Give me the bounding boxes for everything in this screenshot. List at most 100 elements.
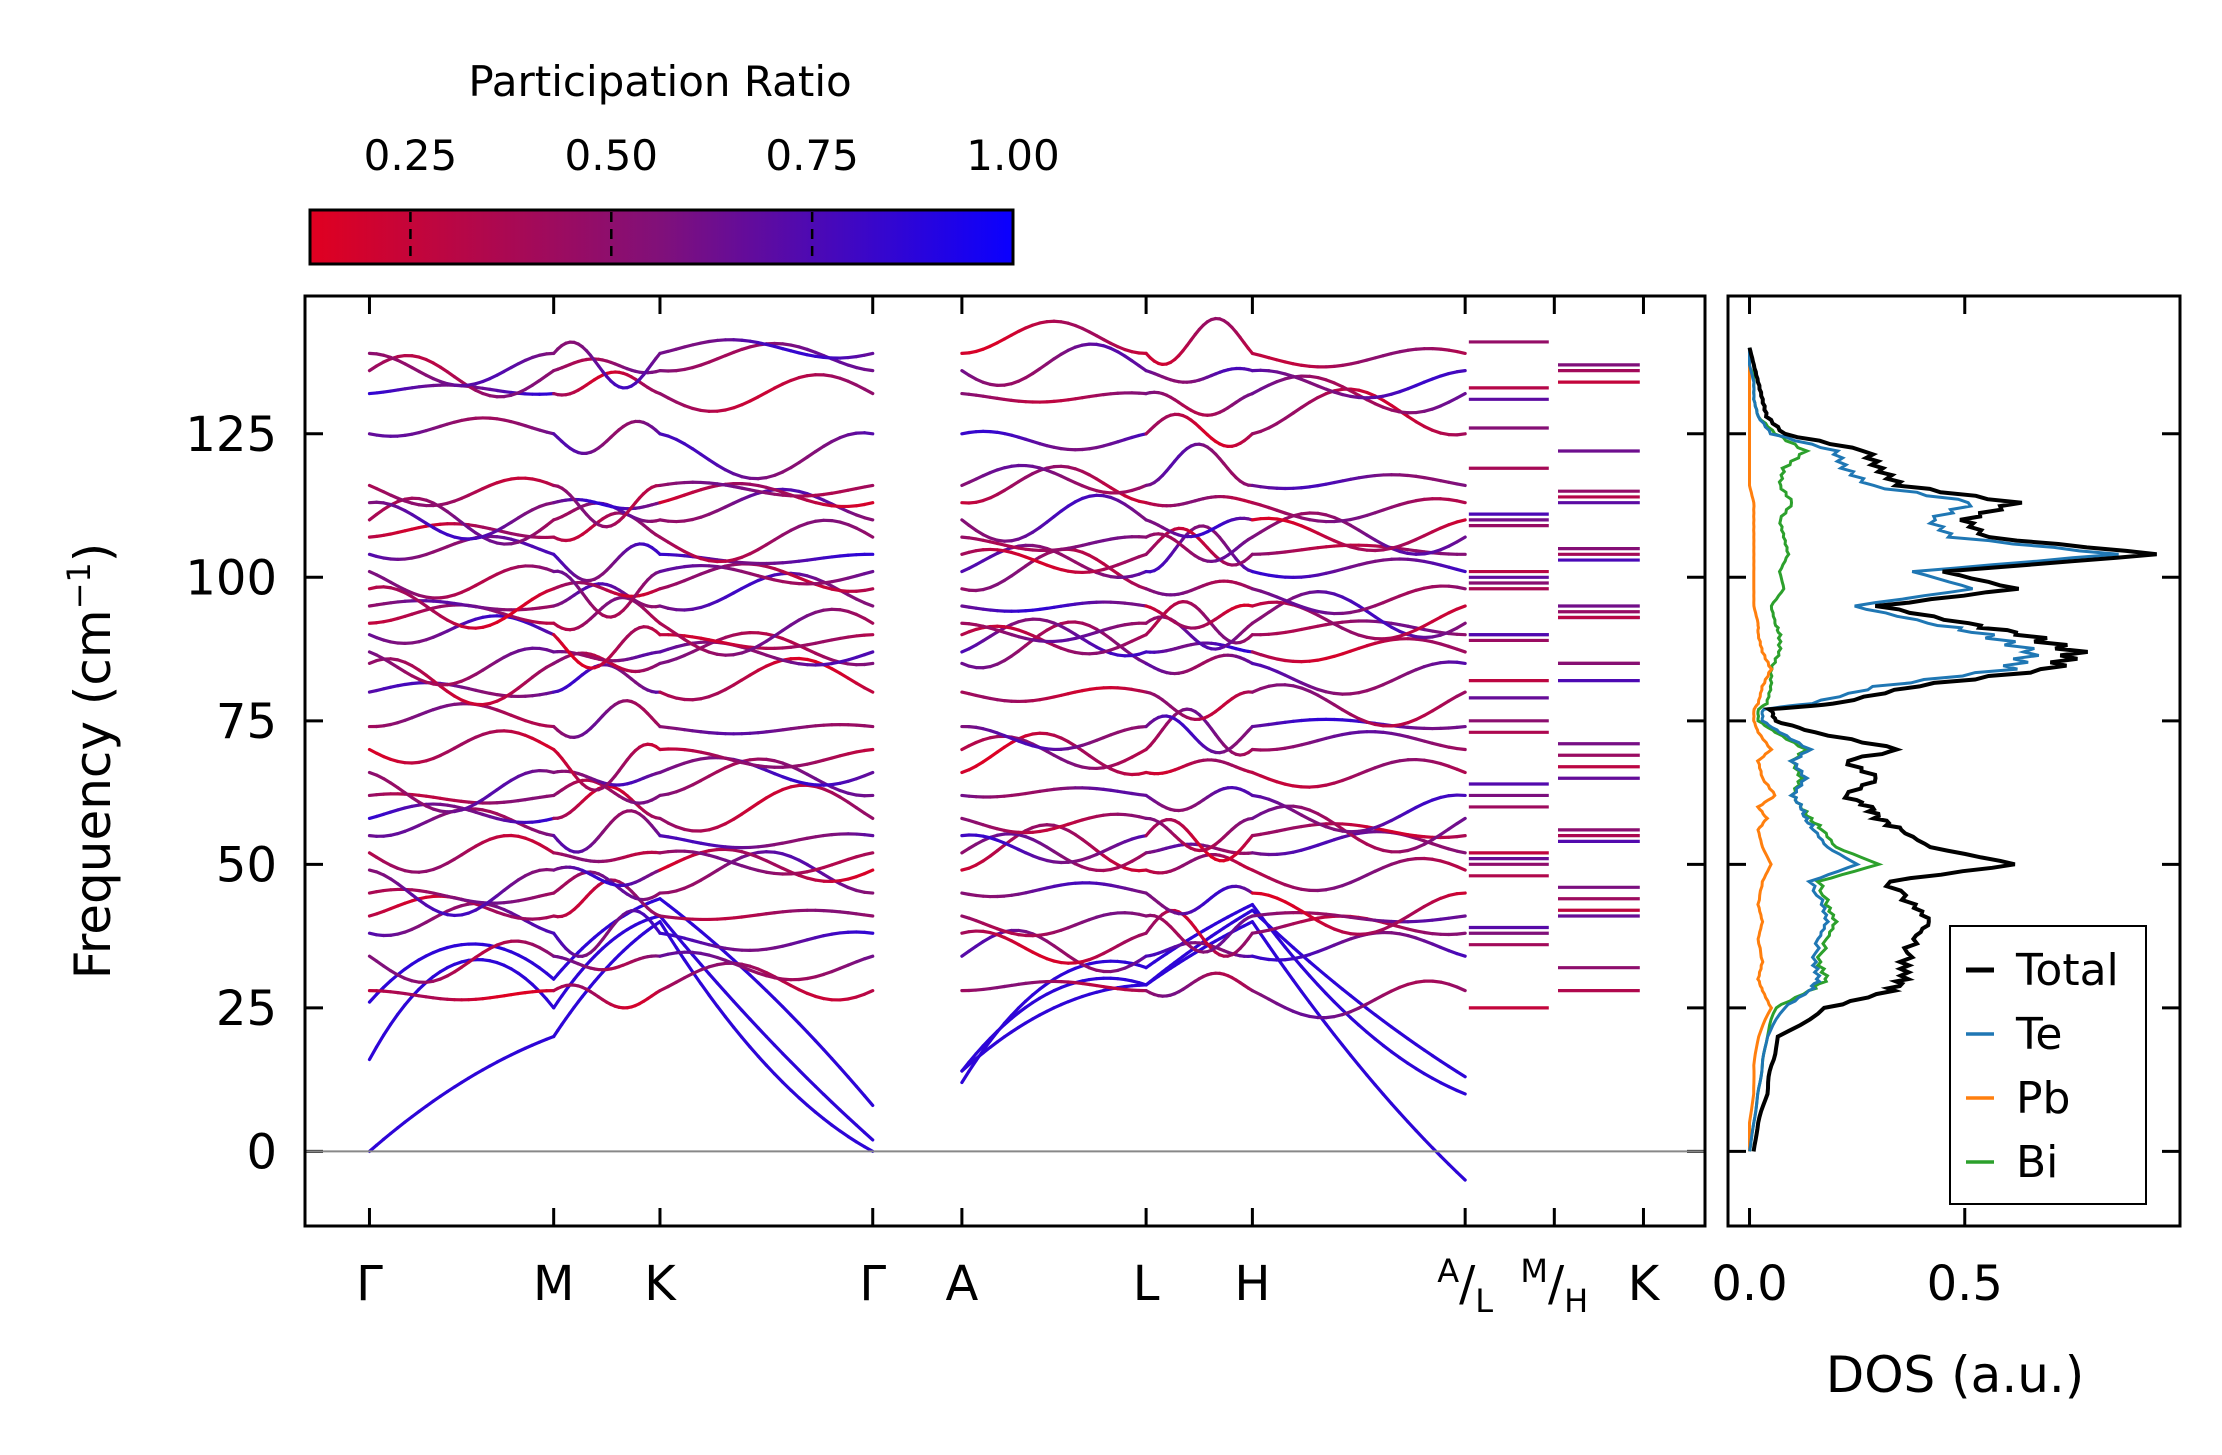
optical-band-line: [1455, 567, 1467, 574]
acoustic-band-line: [666, 903, 678, 914]
acoustic-band-line: [1398, 1031, 1410, 1041]
acoustic-band-line: [1002, 1013, 1014, 1025]
acoustic-band-line: [1316, 983, 1328, 996]
acoustic-band-line: [1406, 1061, 1418, 1071]
acoustic-band-line: [666, 933, 678, 950]
optical-band-line: [1455, 535, 1467, 544]
acoustic-band-line: [1267, 944, 1279, 960]
acoustic-band-line: [1348, 1053, 1361, 1067]
acoustic-band-line: [756, 981, 768, 993]
optical-band-line: [732, 812, 744, 821]
acoustic-band-line: [1414, 1129, 1426, 1141]
acoustic-band-line: [981, 1039, 992, 1053]
acoustic-band-line: [781, 1051, 793, 1064]
acoustic-band-line: [715, 981, 728, 994]
optical-band-line: [862, 890, 875, 895]
optical-band-line: [862, 851, 875, 857]
acoustic-band-line: [805, 1076, 818, 1088]
acoustic-band-line: [1389, 1025, 1402, 1035]
acoustic-band-line: [797, 1068, 809, 1080]
optical-band-line: [797, 455, 809, 465]
acoustic-band-line: [740, 1035, 752, 1049]
acoustic-band-line: [403, 995, 414, 1007]
optical-band-line: [862, 387, 875, 396]
acoustic-band-line: [1439, 1154, 1451, 1166]
acoustic-band-line: [1389, 1102, 1402, 1115]
acoustic-band-line: [1340, 1043, 1353, 1057]
acoustic-band-line: [544, 997, 556, 1010]
colorbar-gradient: [308, 208, 1015, 266]
optical-band-line: [862, 686, 875, 694]
colorbar-tick-label: 0.25: [364, 131, 458, 180]
acoustic-band-line: [674, 909, 687, 920]
optical-band-line: [1455, 767, 1467, 775]
optical-band-line: [862, 351, 875, 357]
band-lines: [367, 316, 1640, 1182]
acoustic-band-line: [1439, 1059, 1451, 1068]
acoustic-band-line: [389, 1012, 400, 1026]
acoustic-band-line: [1422, 1137, 1435, 1150]
acoustic-band-line: [382, 979, 393, 989]
acoustic-band-line: [1291, 946, 1304, 957]
optical-band-line: [1365, 609, 1377, 619]
acoustic-band-line: [772, 1043, 785, 1056]
acoustic-band-line: [1373, 1083, 1385, 1096]
acoustic-band-line: [1406, 1120, 1418, 1133]
colorbar-tick-label: 0.75: [765, 131, 859, 180]
optical-band-line: [1455, 660, 1467, 666]
optical-band-line: [1447, 821, 1459, 831]
optical-band-line: [1430, 832, 1443, 842]
optical-band-line: [862, 569, 875, 576]
colorbar-tick-label: 0.50: [565, 131, 659, 180]
optical-band-line: [862, 724, 875, 729]
acoustic-band-line: [862, 1130, 875, 1142]
acoustic-band-line: [723, 1015, 736, 1029]
acoustic-band-line: [1381, 1043, 1394, 1054]
optical-band-line: [862, 501, 875, 507]
acoustic-band-line: [789, 1088, 801, 1100]
acoustic-band-line: [988, 1030, 999, 1043]
optical-band-line: [862, 661, 875, 667]
acoustic-band-line: [838, 1108, 850, 1120]
optical-band-line: [862, 431, 875, 436]
acoustic-band-line: [1455, 1070, 1467, 1079]
acoustic-band-line: [772, 1072, 785, 1084]
optical-band-line: [862, 483, 875, 489]
optical-band-line: [1267, 605, 1279, 614]
optical-band-line: [1455, 952, 1467, 958]
optical-band-line: [764, 634, 777, 643]
acoustic-band-line: [715, 1004, 728, 1019]
acoustic-band-line: [1357, 1023, 1369, 1034]
acoustic-band-line: [789, 1013, 801, 1026]
acoustic-band-line: [1398, 1111, 1410, 1124]
optical-band-line: [781, 623, 793, 633]
acoustic-band-line: [1308, 1000, 1320, 1016]
optical-band-line: [1455, 931, 1467, 936]
acoustic-band-line: [707, 993, 719, 1008]
acoustic-band-line: [846, 1075, 858, 1088]
optical-band-line: [707, 458, 719, 467]
acoustic-band-line: [967, 1052, 978, 1064]
acoustic-band-line: [781, 1005, 793, 1017]
optical-band-line: [1455, 914, 1467, 919]
optical-band-line: [1348, 832, 1361, 842]
acoustic-band-line: [396, 1003, 407, 1016]
optical-band-line: [1455, 690, 1467, 698]
acoustic-band-line: [995, 1021, 1007, 1034]
acoustic-band-line: [1283, 938, 1295, 950]
acoustic-band-line: [732, 1025, 744, 1039]
acoustic-band-line: [1291, 978, 1304, 994]
acoustic-band-line: [723, 950, 736, 962]
optical-band-line: [1455, 849, 1467, 855]
acoustic-band-line: [707, 972, 719, 985]
acoustic-band-line: [1414, 1042, 1426, 1052]
optical-band-line: [1455, 864, 1467, 872]
acoustic-band-line: [797, 1021, 809, 1034]
acoustic-band-line: [1389, 1050, 1402, 1060]
optical-band-line: [862, 601, 875, 608]
acoustic-band-line: [1316, 967, 1328, 978]
acoustic-band-line: [854, 1084, 867, 1098]
acoustic-band-line: [1332, 1000, 1345, 1012]
acoustic-band-line: [1365, 1073, 1377, 1087]
acoustic-band-line: [830, 1100, 842, 1112]
